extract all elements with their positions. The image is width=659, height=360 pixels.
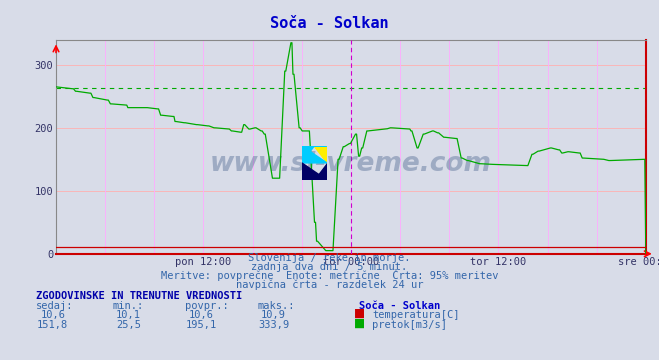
Text: Soča - Solkan: Soča - Solkan xyxy=(359,301,440,311)
Text: Meritve: povprečne  Enote: metrične  Črta: 95% meritev: Meritve: povprečne Enote: metrične Črta:… xyxy=(161,269,498,281)
Text: ■: ■ xyxy=(354,317,365,330)
Text: temperatura[C]: temperatura[C] xyxy=(372,310,460,320)
Polygon shape xyxy=(314,163,327,180)
Text: pretok[m3/s]: pretok[m3/s] xyxy=(372,320,447,330)
Text: Soča - Solkan: Soča - Solkan xyxy=(270,16,389,31)
Polygon shape xyxy=(302,146,327,163)
Polygon shape xyxy=(302,146,327,163)
Text: 10,6: 10,6 xyxy=(40,310,65,320)
Text: ZGODOVINSKE IN TRENUTNE VREDNOSTI: ZGODOVINSKE IN TRENUTNE VREDNOSTI xyxy=(36,291,243,301)
Polygon shape xyxy=(302,163,327,180)
Text: www.si-vreme.com: www.si-vreme.com xyxy=(210,151,492,177)
Text: 151,8: 151,8 xyxy=(37,320,69,330)
Text: 195,1: 195,1 xyxy=(185,320,217,330)
Text: min.:: min.: xyxy=(112,301,143,311)
Polygon shape xyxy=(314,146,327,163)
Text: 10,9: 10,9 xyxy=(261,310,286,320)
Text: 25,5: 25,5 xyxy=(116,320,141,330)
Text: ■: ■ xyxy=(354,307,365,320)
Text: Slovenija / reke in morje.: Slovenija / reke in morje. xyxy=(248,253,411,263)
Text: 10,6: 10,6 xyxy=(188,310,214,320)
Text: povpr.:: povpr.: xyxy=(185,301,228,311)
Text: navpična črta - razdelek 24 ur: navpična črta - razdelek 24 ur xyxy=(236,279,423,290)
Text: sedaj:: sedaj: xyxy=(36,301,74,311)
Text: maks.:: maks.: xyxy=(257,301,295,311)
Text: 10,1: 10,1 xyxy=(116,310,141,320)
Text: 333,9: 333,9 xyxy=(258,320,289,330)
Text: zadnja dva dni / 5 minut.: zadnja dva dni / 5 minut. xyxy=(251,262,408,272)
